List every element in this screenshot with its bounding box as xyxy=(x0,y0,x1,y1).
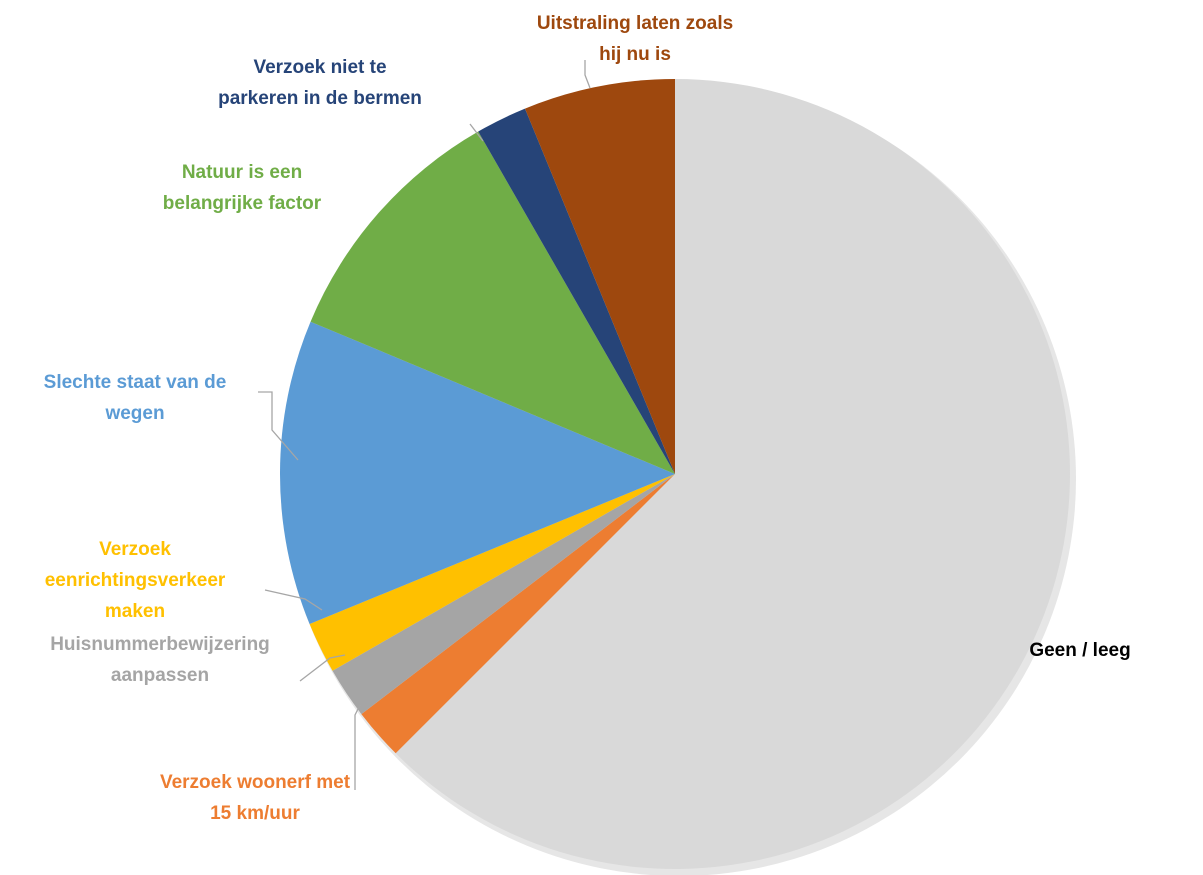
leader-line-7 xyxy=(584,60,591,89)
leader-line-2 xyxy=(299,654,346,682)
leader-line-6 xyxy=(469,123,484,142)
slice-label-2-line-1: aanpassen xyxy=(110,665,210,686)
pie-slice-4 xyxy=(279,321,675,625)
slice-label-3-line-0: Verzoek xyxy=(99,538,171,560)
slice-label-0: Geen / leeg xyxy=(1010,635,1150,666)
slice-label-5: Natuur is een belangrijke factor xyxy=(112,157,372,219)
pie-slice-5 xyxy=(310,131,675,474)
slice-label-4: Slechte staat van de wegen xyxy=(0,367,280,429)
pie-slice-3 xyxy=(309,474,675,671)
slice-label-3-line-2: maken xyxy=(104,600,166,622)
slice-label-7: Uitstraling laten zoals hij nu is xyxy=(470,8,800,70)
slice-label-1-line-1: 15 km/uur xyxy=(210,803,300,824)
leader-line-1 xyxy=(354,704,361,790)
pie-slice-6 xyxy=(478,108,675,474)
pie-slice-2 xyxy=(332,474,675,715)
slice-label-2: Huisnummerbewijzering aanpassen xyxy=(10,629,310,691)
leader-lines xyxy=(258,60,591,790)
leader-line-3 xyxy=(264,589,323,611)
slice-label-3-line-1: eenrichtingsverkeer xyxy=(44,569,226,591)
pie-slice-1 xyxy=(361,474,675,754)
slice-label-6: Verzoek niet te parkeren in de bermen xyxy=(160,52,480,114)
pie-slice-0 xyxy=(395,79,1070,869)
leader-line-4 xyxy=(258,391,299,461)
slice-label-3: Verzoek eenrichtingsverkeer maken xyxy=(0,534,280,627)
pie-slices xyxy=(279,79,1070,869)
slice-label-1-line-0: Verzoek woonerf met xyxy=(159,772,351,793)
pie-slice-7 xyxy=(524,79,675,474)
slice-label-5-line-0: Natuur is een xyxy=(181,162,303,183)
slice-label-2-line-0: Huisnummerbewijzering xyxy=(50,634,270,655)
slice-label-7-line-0: Uitstraling laten zoals xyxy=(536,13,734,34)
slice-label-1: Verzoek woonerf met 15 km/uur xyxy=(110,767,400,829)
slice-label-4-line-1: wegen xyxy=(105,403,165,424)
slice-label-7-line-1: hij nu is xyxy=(599,44,671,65)
slice-label-0-line-0: Geen / leeg xyxy=(1029,639,1131,661)
slice-label-6-line-1: parkeren in de bermen xyxy=(218,88,422,109)
slice-label-4-line-0: Slechte staat van de xyxy=(43,372,227,393)
slice-label-5-line-1: belangrijke factor xyxy=(162,193,322,214)
slice-label-6-line-0: Verzoek niet te xyxy=(253,57,387,78)
